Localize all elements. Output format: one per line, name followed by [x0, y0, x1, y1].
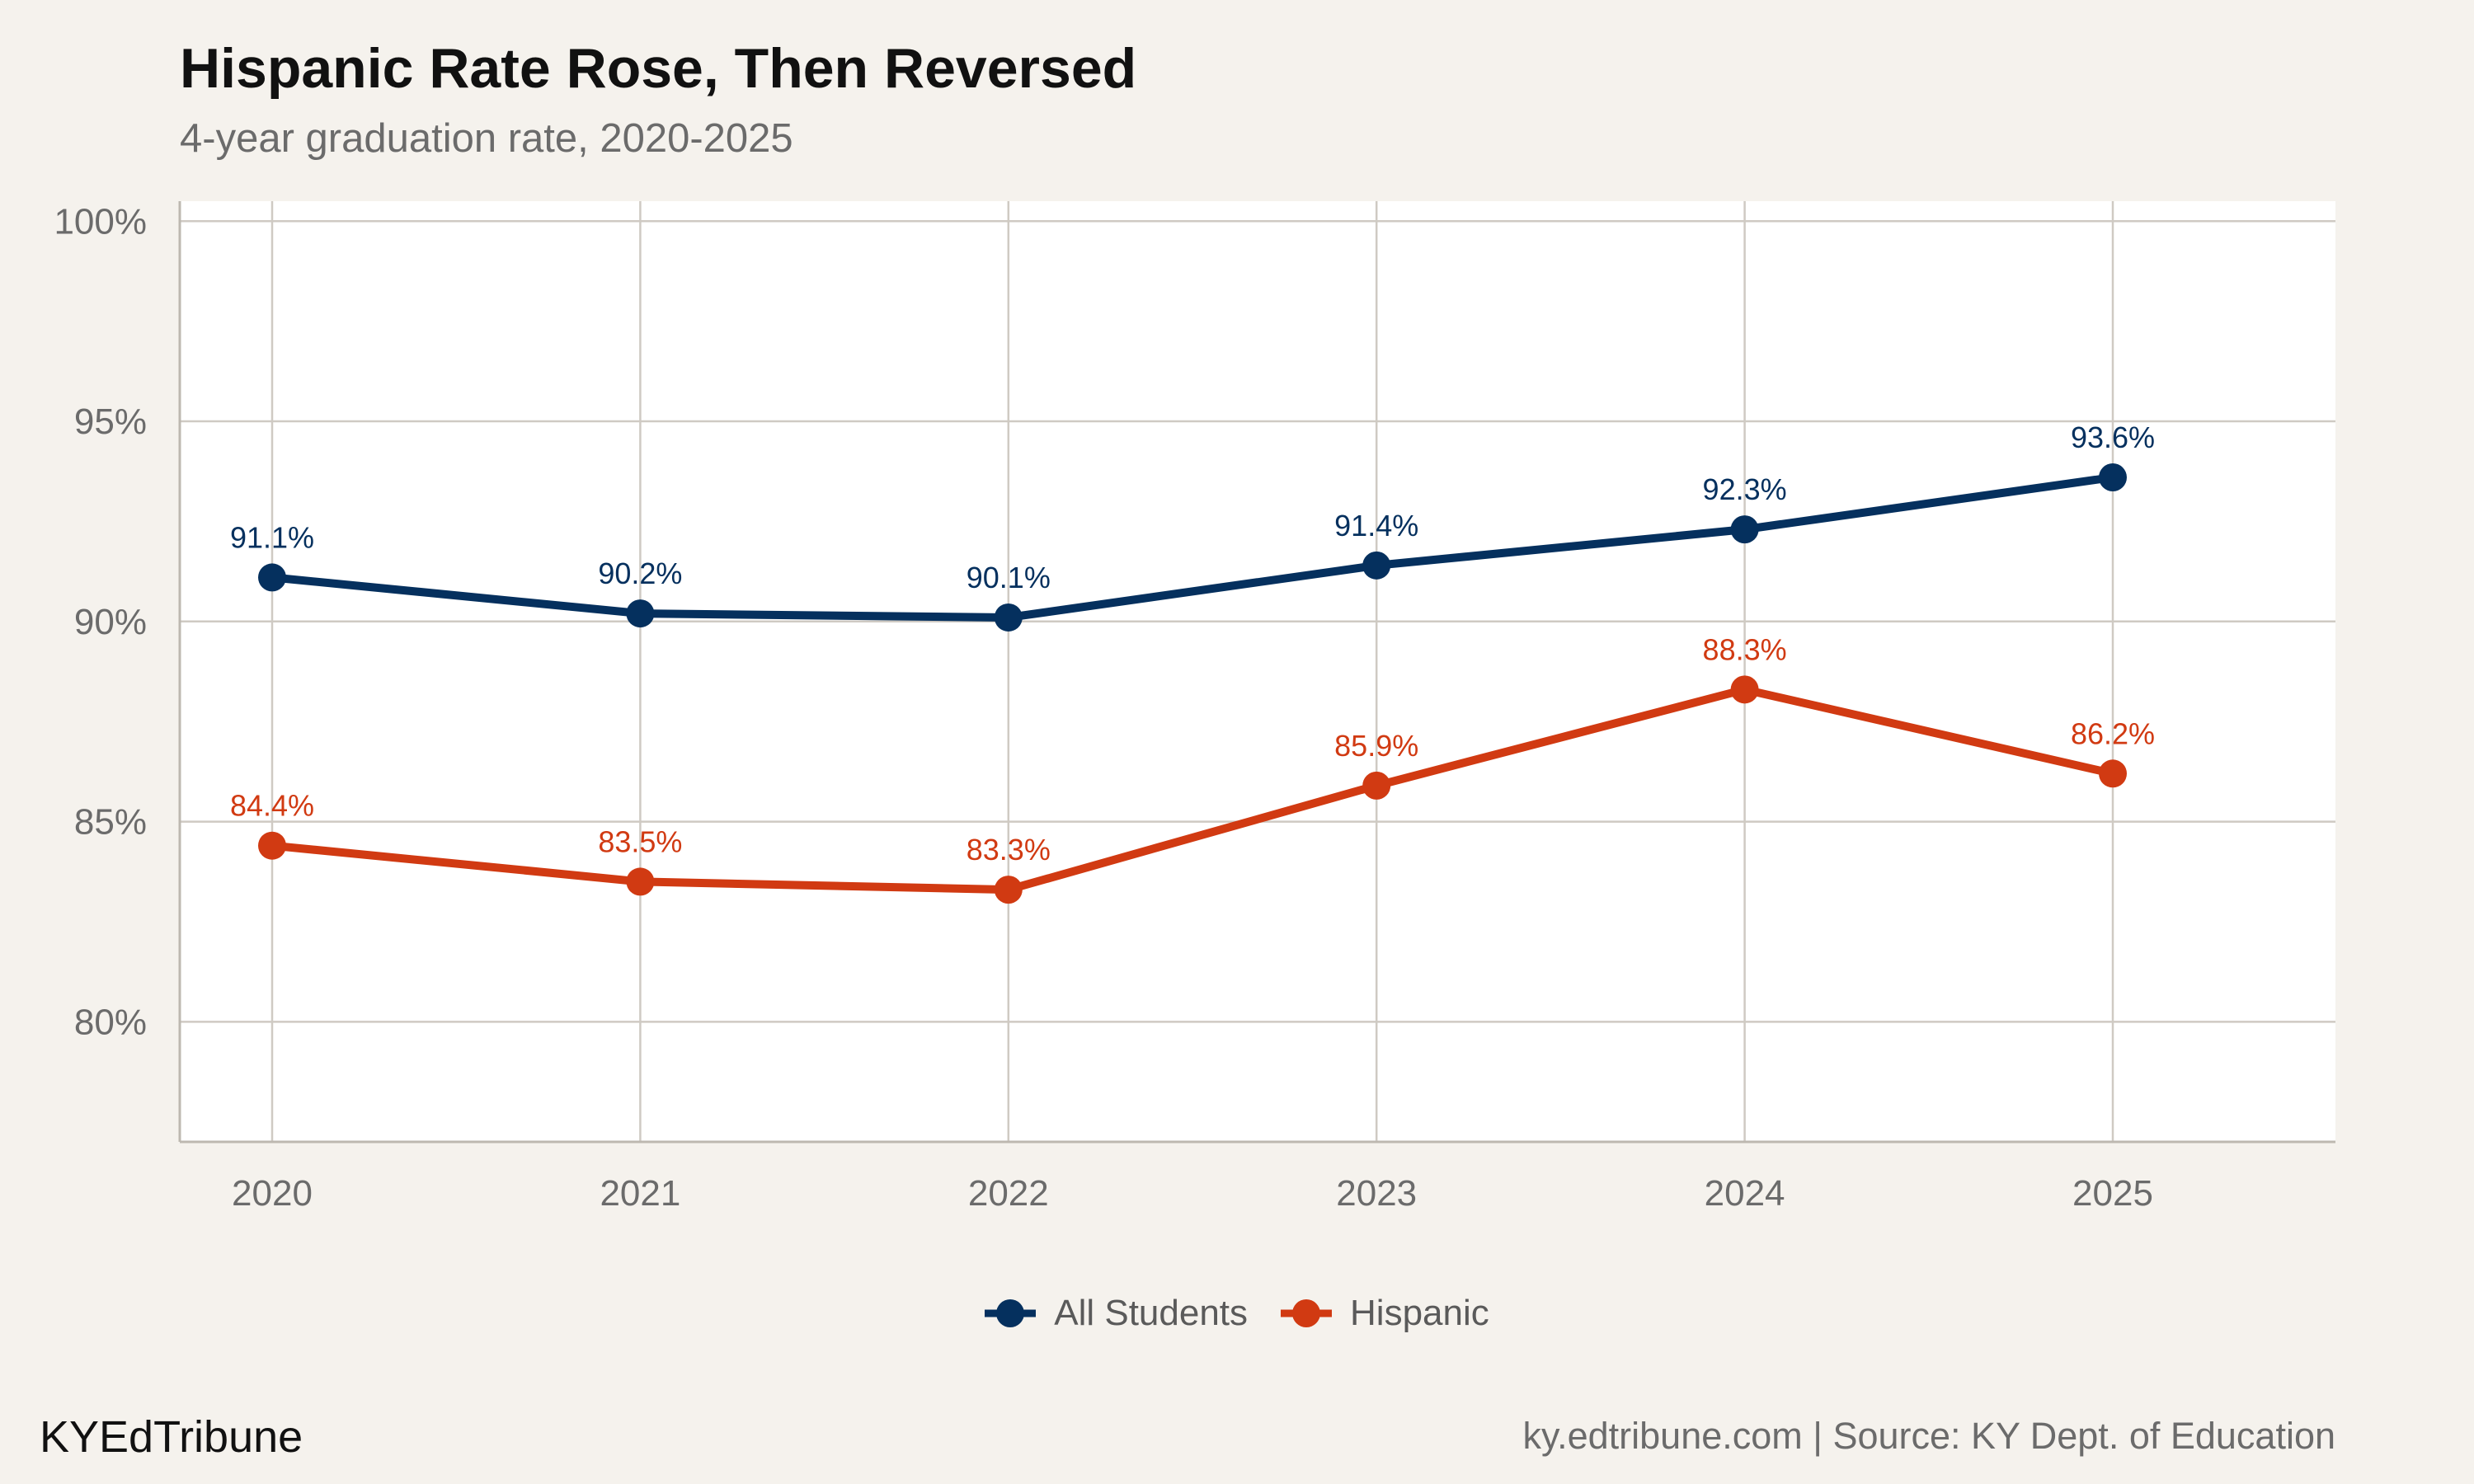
x-tick-label-2021: 2021 [600, 1173, 680, 1214]
series-line-hispanic [268, 685, 2117, 895]
data-label-all-students-2025: 93.6% [2071, 420, 2155, 454]
data-point-all-students-2021 [626, 599, 655, 628]
data-point-hispanic-2025 [2099, 759, 2127, 788]
x-tick-label-2025: 2025 [2072, 1173, 2153, 1214]
legend-item-all-students[interactable]: All Students [985, 1293, 1248, 1334]
y-tick-label-85: 85% [74, 802, 147, 843]
data-label-hispanic-2025: 86.2% [2071, 716, 2155, 750]
x-tick-label-2023: 2023 [1336, 1173, 1417, 1214]
data-label-all-students-2024: 92.3% [1703, 472, 1787, 506]
data-label-all-students-2020: 91.1% [230, 520, 314, 554]
y-tick-label-95: 95% [74, 402, 147, 442]
data-point-hispanic-2020 [258, 831, 286, 860]
data-label-hispanic-2023: 85.9% [1334, 729, 1418, 763]
data-point-all-students-2024 [1730, 515, 1759, 544]
data-label-all-students-2023: 91.4% [1334, 509, 1418, 542]
data-label-hispanic-2020: 84.4% [230, 789, 314, 823]
chart-title: Hispanic Rate Rose, Then Reversed [180, 37, 1137, 100]
data-point-all-students-2023 [1362, 551, 1391, 580]
data-point-hispanic-2024 [1730, 675, 1759, 704]
x-tick-label-2022: 2022 [968, 1173, 1049, 1214]
chart-subtitle: 4-year graduation rate, 2020-2025 [180, 116, 793, 161]
series-line-all-students [268, 473, 2117, 622]
legend-label-hispanic: Hispanic [1350, 1293, 1489, 1333]
data-label-hispanic-2021: 83.5% [598, 824, 682, 858]
legend: All Students Hispanic [0, 1293, 2474, 1334]
data-point-hispanic-2022 [994, 876, 1023, 904]
data-point-all-students-2020 [258, 563, 286, 592]
data-point-all-students-2022 [994, 603, 1023, 632]
data-label-all-students-2022: 90.1% [967, 561, 1051, 594]
data-point-hispanic-2021 [626, 867, 655, 896]
legend-key-hispanic [1281, 1299, 1333, 1327]
brand-logo-text: KYEdTribune [40, 1412, 303, 1462]
data-label-hispanic-2022: 83.3% [967, 833, 1051, 866]
plot-panel [180, 201, 2335, 1142]
y-tick-label-90: 90% [74, 602, 147, 642]
x-tick-label-2024: 2024 [1705, 1173, 1785, 1214]
legend-key-all-students [985, 1299, 1037, 1327]
legend-label-all-students: All Students [1054, 1293, 1249, 1333]
data-label-all-students-2021: 90.2% [598, 556, 682, 590]
data-label-hispanic-2024: 88.3% [1703, 632, 1787, 666]
y-tick-label-80: 80% [74, 1002, 147, 1042]
data-point-hispanic-2023 [1362, 771, 1391, 800]
y-tick-label-100: 100% [54, 201, 147, 242]
legend-item-hispanic[interactable]: Hispanic [1281, 1293, 1489, 1334]
source-credit: ky.edtribune.com | Source: KY Dept. of E… [1522, 1415, 2335, 1457]
x-tick-label-2020: 2020 [232, 1173, 313, 1214]
data-point-all-students-2025 [2099, 463, 2127, 492]
